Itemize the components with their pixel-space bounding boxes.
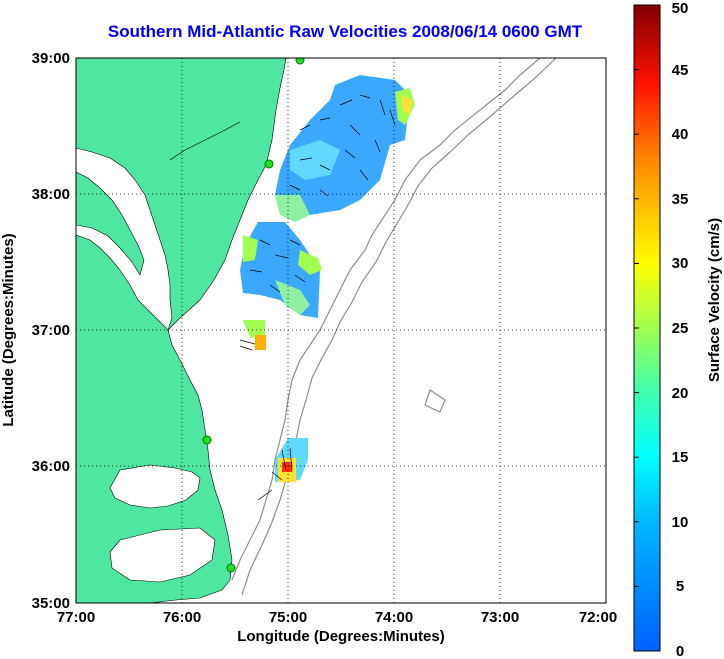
x-tick-label: 77:00 [57, 609, 95, 626]
x-tick-label: 72:00 [579, 609, 617, 626]
colorbar-tick-label: 25 [672, 320, 689, 337]
y-tick-label: 35:00 [32, 595, 70, 612]
station-marker [264, 159, 274, 169]
colorbar-ticks [634, 4, 639, 652]
y-axis-label: Latitude (Degrees:Minutes) [0, 233, 17, 426]
y-tick-label: 37:00 [32, 322, 70, 339]
colorbar-tick-label: 20 [672, 385, 689, 402]
velocity-vectors [239, 94, 396, 501]
colorbar-label: Surface Velocity (cm/s) [706, 218, 723, 382]
colorbar-tick-label: 10 [672, 514, 689, 531]
pamlico-sound [109, 464, 201, 509]
colorbar-tick-label: 30 [672, 255, 689, 272]
station-marker [202, 435, 212, 445]
colorbar-tick-label: 15 [672, 449, 689, 466]
y-tick-label: 39:00 [32, 50, 70, 67]
colorbar-tick-label: 50 [672, 0, 689, 17]
albemarle-sound [109, 527, 216, 583]
colorbar-tick-label: 45 [672, 62, 689, 79]
colorbar-tick-label: 0 [676, 643, 684, 659]
radar-stations [202, 58, 305, 573]
delmarva-river [169, 121, 241, 161]
map-title: Southern Mid-Atlantic Raw Velocities 200… [107, 22, 583, 41]
station-marker [226, 563, 236, 573]
y-tick-label: 36:00 [32, 458, 70, 475]
x-tick-label: 75:00 [269, 609, 307, 626]
bathymetry-contours [231, 58, 557, 596]
x-tick-label: 76:00 [163, 609, 201, 626]
station-marker [295, 58, 305, 65]
colorbar-tick-label: 5 [676, 578, 684, 595]
colorbar-tick-label: 35 [672, 191, 689, 208]
x-tick-label: 74:00 [375, 609, 413, 626]
y-tick-label: 38:00 [32, 186, 70, 203]
grid-lines [76, 58, 606, 603]
x-tick-label: 73:00 [481, 609, 519, 626]
colorbar-tick-label: 40 [672, 126, 689, 143]
x-axis-label: Longitude (Degrees:Minutes) [237, 628, 445, 645]
chesapeake-bay [76, 147, 173, 331]
